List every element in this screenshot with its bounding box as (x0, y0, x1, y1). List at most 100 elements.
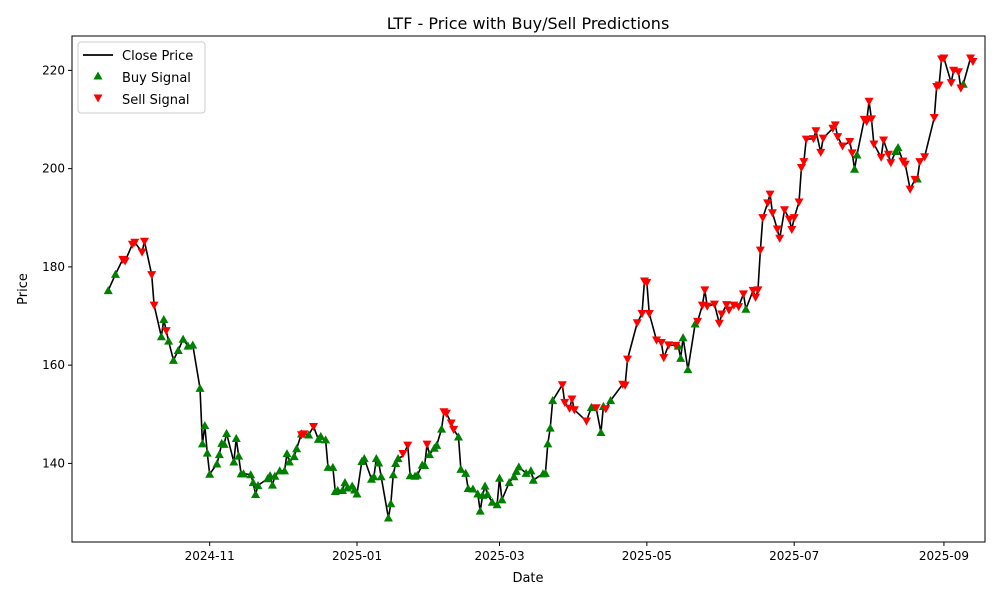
buy-signal-marker (374, 458, 384, 467)
buy-signal-marker (253, 481, 263, 490)
sell-signal-marker (905, 185, 915, 194)
buy-signal-marker (480, 481, 490, 490)
sell-signal-marker (920, 153, 930, 162)
sell-signal-marker (811, 127, 821, 136)
buy-signal-marker (229, 457, 239, 466)
sell-signal-marker (946, 79, 956, 88)
buy-signal-marker (173, 345, 183, 355)
sell-signal-marker (601, 405, 611, 414)
x-axis-title: Date (512, 571, 543, 586)
x-tick-label: 2025-03 (474, 549, 524, 563)
buy-signal-marker (197, 439, 207, 448)
buy-signal-marker (338, 485, 348, 495)
sell-signal-marker (161, 327, 171, 336)
sell-signal-marker (883, 150, 893, 159)
sell-signal-marker (702, 302, 712, 311)
y-tick-label: 200 (42, 162, 65, 176)
sell-signal-marker (717, 310, 727, 319)
buy-signal-marker (280, 466, 290, 475)
sell-signal-marker (693, 317, 703, 326)
buy-signal-marker (212, 459, 222, 468)
legend-buy-signal-label: Buy Signal (122, 71, 191, 86)
buy-signal-marker (468, 484, 478, 493)
sell-signal-marker (620, 381, 630, 390)
buy-signal-marker (586, 402, 596, 411)
buy-signal-marker (248, 478, 258, 487)
buy-signal-marker (596, 427, 606, 437)
legend-close-price-label: Close Price (122, 49, 193, 64)
buy-signal-marker (359, 453, 369, 463)
buy-signal-marker (304, 430, 314, 439)
buy-signal-marker (369, 472, 379, 481)
sell-signal-marker (794, 198, 804, 207)
buy-signal-marker (475, 506, 485, 515)
sell-signal-marker (700, 286, 710, 295)
buy-signal-marker (168, 355, 178, 364)
sell-signal-marker (789, 214, 799, 223)
sell-signal-marker (403, 441, 413, 450)
buy-signal-marker (852, 150, 862, 159)
sell-signal-marker (799, 158, 809, 167)
sell-signal-marker (869, 140, 879, 149)
buy-signal-marker (195, 383, 205, 392)
sell-signal-marker (772, 225, 782, 234)
buy-signal-marker (437, 424, 447, 433)
sell-signal-marker (830, 121, 840, 130)
sell-signal-marker (953, 68, 963, 77)
sell-signal-marker (939, 54, 949, 63)
sell-signal-marker (637, 309, 647, 319)
sell-signal-marker (751, 293, 761, 302)
sell-signal-marker (724, 306, 734, 315)
sell-signal-marker (886, 159, 896, 168)
sell-signal-marker (818, 134, 828, 143)
buy-signal-marker (156, 332, 166, 341)
sell-signal-marker (560, 398, 570, 407)
buy-signal-marker (267, 480, 277, 489)
sell-signal-marker (775, 234, 785, 243)
buy-signal-marker (514, 462, 524, 471)
x-axis: 2024-11 2025-01 2025-03 2025-05 2025-07 2025-… (185, 542, 969, 563)
buy-signal-marker (164, 336, 174, 345)
sell-signal-marker (422, 440, 432, 449)
legend-box (77, 41, 206, 114)
x-tick-label: 2024-11 (185, 549, 235, 563)
chart-title: LTF - Price with Buy/Sell Predictions (387, 14, 670, 33)
buy-signal-marker (178, 334, 188, 343)
sell-signal-marker (446, 419, 456, 428)
sell-signal-marker (149, 301, 159, 310)
sell-signal-marker (714, 319, 724, 328)
buy-signal-marker (205, 469, 215, 478)
sell-signal-marker (809, 135, 819, 144)
buy-signal-marker (289, 452, 299, 461)
sell-signal-marker (137, 248, 147, 257)
buy-signal-marker (316, 431, 326, 440)
buy-signal-marker (504, 478, 514, 487)
sell-signal-marker (449, 425, 459, 435)
x-tick-label: 2025-05 (622, 549, 672, 563)
sell-signal-marker (816, 148, 826, 157)
x-tick-label: 2025-09 (919, 549, 969, 563)
buy-signal-marker (482, 489, 492, 498)
sell-signal-marker (833, 133, 843, 142)
sell-signal-marker (671, 341, 681, 350)
sell-signal-marker (847, 149, 857, 158)
sell-signal-marker (910, 175, 920, 184)
buy-signal-marker (473, 489, 483, 498)
buy-signal-marker (683, 365, 693, 374)
buy-signal-marker (159, 314, 169, 324)
x-tick-label: 2025-07 (769, 549, 819, 563)
y-tick-label: 220 (42, 63, 65, 77)
buy-signal-marker (376, 472, 386, 481)
buy-signal-marker (386, 499, 396, 508)
sell-signal-marker (642, 279, 652, 288)
buy-signal-marker (103, 285, 113, 295)
legend: Close Price Buy Signal Sell Signal (77, 41, 206, 114)
sell-signal-marker (934, 81, 944, 90)
buy-signal-marker (231, 433, 241, 442)
sell-signal-marker (130, 238, 140, 247)
buy-signal-marker (487, 497, 497, 506)
sell-signal-marker (441, 409, 451, 418)
sell-signal-marker (787, 225, 797, 235)
sell-signal-marker (784, 215, 794, 224)
